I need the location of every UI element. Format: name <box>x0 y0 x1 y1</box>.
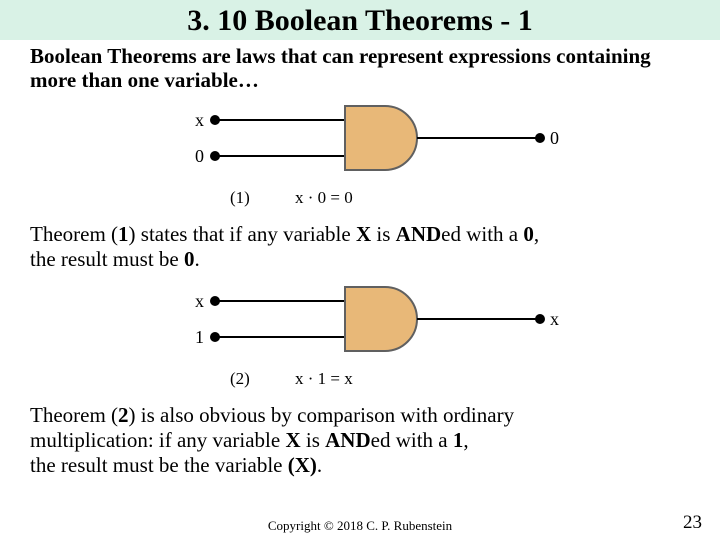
t1-k: 0 <box>184 247 195 271</box>
content-area: Boolean Theorems are laws that can repre… <box>0 40 720 478</box>
eq-text: x · 0 = 0 <box>295 188 353 207</box>
label-input-top: x <box>195 110 204 130</box>
diagram-1: x 0 0 (1) x · 0 = 0 <box>30 98 690 218</box>
t1-h: 0 <box>523 222 534 246</box>
eq-text: x · 1 = x <box>295 369 353 388</box>
t2-d: multiplication: if any variable <box>30 428 285 452</box>
dot-input-bottom <box>210 151 220 161</box>
t1-l: . <box>194 247 199 271</box>
t2-i: 1 <box>453 428 464 452</box>
diagram-2: x 1 x (2) x · 1 = x <box>30 279 690 399</box>
label-input-bottom: 1 <box>195 327 204 347</box>
label-input-bottom: 0 <box>195 146 204 166</box>
page-number: 23 <box>683 512 702 534</box>
t2-g: AND <box>325 428 371 452</box>
t1-c: ) states that if any variable <box>129 222 356 246</box>
dot-output <box>535 314 545 324</box>
copyright-text: Copyright © 2018 C. P. Rubenstein <box>0 518 720 534</box>
t2-j: , <box>463 428 468 452</box>
t1-d: X <box>356 222 371 246</box>
title-bar: 3. 10 Boolean Theorems - 1 <box>0 0 720 40</box>
label-output: 0 <box>550 128 559 148</box>
t2-m: . <box>317 453 322 477</box>
theorem-1-text: Theorem (1) states that if any variable … <box>30 222 690 272</box>
and-gate-shape <box>345 287 417 351</box>
dot-output <box>535 133 545 143</box>
footer: Copyright © 2018 C. P. Rubenstein 23 <box>0 518 720 534</box>
t2-b: 2 <box>118 403 129 427</box>
t1-e: is <box>371 222 396 246</box>
t2-l: (X) <box>288 453 317 477</box>
t2-k: the result must be the variable <box>30 453 288 477</box>
label-output: x <box>550 309 559 329</box>
and-gate-shape <box>345 106 417 170</box>
t2-e: X <box>285 428 300 452</box>
t1-i: , <box>534 222 539 246</box>
and-gate-diagram-1: x 0 0 (1) x · 0 = 0 <box>145 98 575 218</box>
t2-c: ) is also obvious by comparison with ord… <box>129 403 515 427</box>
t2-a: Theorem ( <box>30 403 118 427</box>
t1-g: ed with a <box>441 222 523 246</box>
dot-input-top <box>210 296 220 306</box>
t1-b: 1 <box>118 222 129 246</box>
dot-input-bottom <box>210 332 220 342</box>
t1-f: AND <box>396 222 442 246</box>
dot-input-top <box>210 115 220 125</box>
t2-f: is <box>301 428 326 452</box>
t1-j: the result must be <box>30 247 184 271</box>
t2-h: ed with a <box>371 428 453 452</box>
eq-label: (1) <box>230 188 250 207</box>
theorem-2-text: Theorem (2) is also obvious by compariso… <box>30 403 690 479</box>
label-input-top: x <box>195 291 204 311</box>
t1-a: Theorem ( <box>30 222 118 246</box>
intro-paragraph: Boolean Theorems are laws that can repre… <box>30 44 690 92</box>
and-gate-diagram-2: x 1 x (2) x · 1 = x <box>145 279 575 399</box>
slide-title: 3. 10 Boolean Theorems - 1 <box>0 4 720 38</box>
eq-label: (2) <box>230 369 250 388</box>
